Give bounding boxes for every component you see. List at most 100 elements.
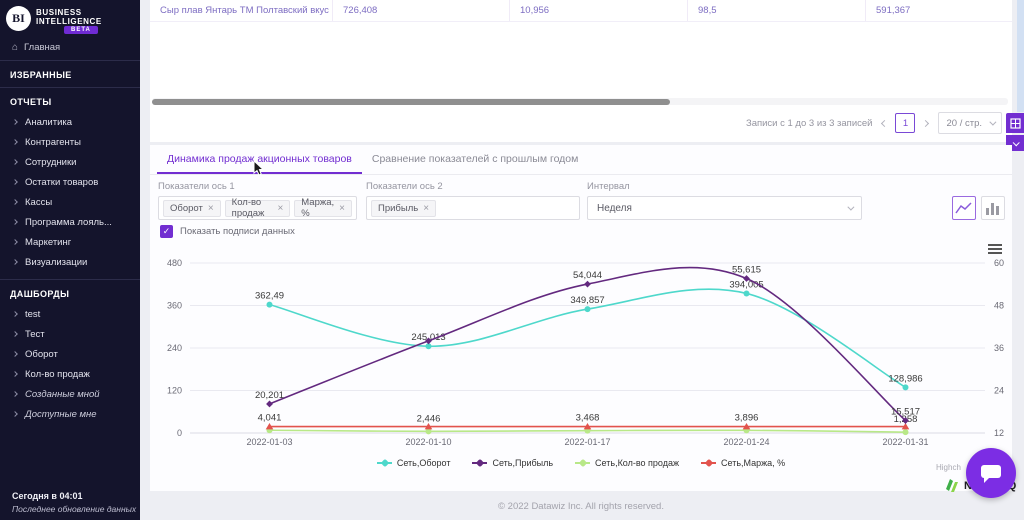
svg-text:48: 48 — [994, 301, 1004, 311]
svg-text:394,005: 394,005 — [729, 279, 763, 290]
section-title-dashboards: ДАШБОРДЫ — [10, 289, 70, 299]
dashboard-item[interactable]: Оборот — [0, 344, 140, 364]
report-item[interactable]: Аналитика — [0, 112, 140, 132]
interval-value: Неделя — [597, 202, 632, 214]
sidebar-item-label: Аналитика — [25, 116, 73, 128]
dashboard-item[interactable]: Созданные мной — [0, 384, 140, 404]
svg-text:36: 36 — [994, 343, 1004, 353]
axis1-filter-group: Показатели ось 1 Оборот × Кол-во продаж × Ма… — [158, 181, 357, 220]
legend-marker-shape — [704, 458, 714, 468]
dashboards-list: test Тест Оборот Кол-во продаж Созданные мно… — [0, 304, 140, 424]
current-page-button[interactable]: 1 — [895, 113, 916, 133]
page-size-select[interactable]: 20 / стр. — [938, 112, 1002, 134]
sidebar-item-label: Визуализации — [25, 256, 88, 268]
report-item[interactable]: Визуализации — [0, 252, 140, 272]
cell-turnover: 726,408 — [333, 0, 510, 21]
sidebar-item-label: test — [25, 308, 41, 320]
tag-remove-icon[interactable]: × — [423, 202, 430, 214]
svg-text:3,896: 3,896 — [735, 412, 759, 423]
sidebar-item-label: Остатки товаров — [25, 176, 99, 188]
svg-text:2022-01-17: 2022-01-17 — [564, 437, 610, 447]
last-update-note: Последнее обновление данных — [12, 504, 137, 514]
chart-legend: Сеть,Оборот Сеть,Прибыль Сеть,Кол-во прода… — [150, 458, 1012, 468]
svg-text:54,044: 54,044 — [573, 270, 602, 281]
chevron-right-icon — [12, 351, 18, 357]
report-item[interactable]: Маркетинг — [0, 232, 140, 252]
dashboard-item[interactable]: test — [0, 304, 140, 324]
tag-remove-icon[interactable]: × — [277, 202, 284, 214]
legend-marker-shape — [380, 458, 390, 468]
legend-item[interactable]: Сеть,Кол-во продаж — [575, 458, 679, 468]
cell-quantity: 10,956 — [510, 0, 688, 21]
legend-item[interactable]: Сеть,Оборот — [376, 458, 450, 468]
sidebar-item-label: Кол-во продаж — [25, 368, 90, 380]
legend-label: Сеть,Маржа, % — [721, 458, 786, 468]
chevron-right-icon — [12, 239, 18, 245]
filter-tag[interactable]: Оборот × — [163, 199, 221, 217]
axis2-label: Показатели ось 2 — [366, 181, 443, 192]
nielseniq-mark-icon — [946, 479, 958, 492]
tag-remove-icon[interactable]: × — [339, 202, 345, 214]
line-chart-button[interactable] — [952, 196, 976, 220]
show-data-labels-checkbox[interactable]: ✓ — [160, 225, 173, 238]
chevron-right-icon — [12, 119, 18, 125]
products-table-card: Сыр плав Янтарь ТМ Полтавский вкус 726,4… — [150, 0, 1012, 142]
report-item[interactable]: Остатки товаров — [0, 172, 140, 192]
interval-filter-group: Интервал Неделя — [587, 181, 862, 220]
sidebar-item-label: Контрагенты — [25, 136, 81, 148]
bar-chart-icon — [986, 202, 999, 215]
svg-text:55,615: 55,615 — [732, 265, 761, 276]
tag-remove-icon[interactable]: × — [207, 202, 214, 214]
table-settings-button[interactable] — [1006, 113, 1024, 133]
sidebar-item-label: Кассы — [25, 196, 53, 208]
chat-widget-button[interactable] — [966, 448, 1016, 498]
bar-chart-button[interactable] — [981, 196, 1005, 220]
legend-label: Сеть,Прибыль — [492, 458, 554, 468]
app-logo[interactable]: BI BUSINESS INTELLIGENCE BETA — [0, 0, 140, 34]
svg-text:60: 60 — [994, 258, 1004, 268]
grid-icon — [1009, 117, 1021, 129]
logo-line1: BUSINESS — [36, 8, 82, 17]
vertical-scrollbar[interactable] — [1017, 0, 1024, 112]
svg-text:362,49: 362,49 — [255, 291, 284, 302]
sidebar-item-label: Оборот — [25, 348, 58, 360]
sidebar-item-label: Сотрудники — [25, 156, 77, 168]
sidebar-item-label: Тест — [25, 328, 45, 340]
tab-comparison[interactable]: Сравнение показателей с прошлым годом — [371, 153, 579, 165]
dashboard-item[interactable]: Кол-во продаж — [0, 364, 140, 384]
filter-tag[interactable]: Прибыль × — [371, 199, 437, 217]
svg-text:4,041: 4,041 — [258, 412, 282, 423]
mouse-cursor — [253, 160, 265, 176]
dashboard-item[interactable]: Доступные мне — [0, 404, 140, 424]
chevron-right-icon — [12, 139, 18, 145]
svg-text:2022-01-24: 2022-01-24 — [723, 437, 769, 447]
axis1-multiselect[interactable]: Оборот × Кол-во продаж × Маржа, % × — [158, 196, 357, 220]
filter-tag[interactable]: Маржа, % × — [294, 197, 352, 219]
dashboard-item[interactable]: Тест — [0, 324, 140, 344]
report-item[interactable]: Программа лояль... — [0, 212, 140, 232]
horizontal-scrollbar-thumb[interactable] — [152, 99, 670, 105]
interval-select[interactable]: Неделя — [587, 196, 862, 220]
sidebar-item-home[interactable]: ⌂ Главная — [12, 42, 140, 53]
legend-marker-icon — [472, 458, 488, 468]
series-1: 20,201 54,044 55,615 15,517 — [255, 265, 920, 424]
svg-text:2022-01-31: 2022-01-31 — [882, 437, 928, 447]
report-item[interactable]: Кассы — [0, 192, 140, 212]
report-item[interactable]: Контрагенты — [0, 132, 140, 152]
legend-item[interactable]: Сеть,Прибыль — [472, 458, 553, 468]
app-logo-text: BUSINESS INTELLIGENCE — [36, 6, 102, 26]
axis2-multiselect[interactable]: Прибыль × — [366, 196, 580, 220]
chart-menu-icon[interactable] — [988, 244, 1002, 256]
chevron-right-icon — [12, 311, 18, 317]
chevron-right-icon — [12, 391, 18, 397]
report-item[interactable]: Сотрудники — [0, 152, 140, 172]
table-row[interactable]: Сыр плав Янтарь ТМ Полтавский вкус 726,4… — [150, 0, 1012, 22]
chevron-right-icon — [12, 199, 18, 205]
legend-item[interactable]: Сеть,Маржа, % — [701, 458, 785, 468]
filter-tag[interactable]: Кол-во продаж × — [224, 197, 291, 219]
prev-page-button[interactable] — [880, 119, 889, 127]
svg-text:360: 360 — [167, 301, 182, 311]
next-page-button[interactable] — [922, 119, 930, 127]
legend-marker-icon — [575, 458, 591, 468]
